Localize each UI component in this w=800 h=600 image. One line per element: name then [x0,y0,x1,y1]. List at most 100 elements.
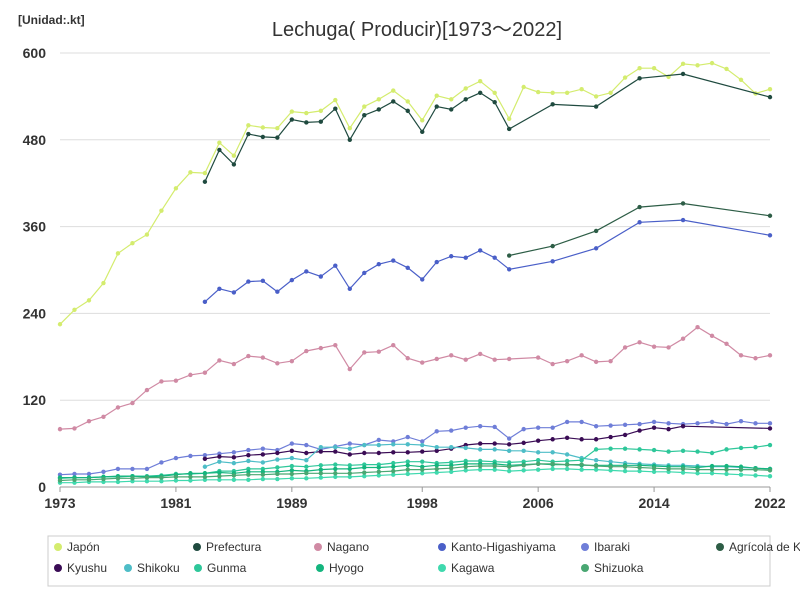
x-tick-label: 2022 [754,495,785,511]
data-point [217,477,222,482]
data-point [144,466,150,472]
legend-marker [124,564,132,572]
data-point [376,473,381,478]
data-point [260,446,266,451]
data-point [492,99,497,105]
data-point [637,468,642,474]
data-point [608,423,613,428]
data-point [362,465,367,470]
data-point [231,477,237,482]
data-point [347,463,352,468]
data-point [391,468,396,474]
data-point [318,345,324,351]
data-point [260,278,266,284]
data-point [376,450,381,456]
data-point [362,270,367,276]
data-point [550,102,555,107]
data-point [304,450,309,456]
data-point [724,463,729,469]
data-point [709,450,715,456]
data-point [579,86,584,92]
data-point [304,471,309,476]
data-point [724,467,729,472]
data-point [738,77,744,82]
data-point [535,458,541,463]
data-point [608,459,613,464]
series-line [60,463,771,479]
data-point [159,460,164,465]
data-point [637,220,642,225]
data-point [217,473,222,479]
y-axis: 0 120 240 360 480 600 [23,45,47,495]
legend-label: Ibaraki [594,540,630,554]
data-point [420,459,425,464]
data-point [246,477,251,482]
data-point [376,262,381,267]
legend-marker [716,543,724,551]
data-point [579,419,584,425]
data-point [608,468,613,473]
series-jap-n [57,60,773,327]
series-line [59,326,771,430]
data-point [362,473,367,479]
data-point [246,279,251,284]
data-point [86,418,92,424]
data-point [608,434,613,440]
data-point [72,477,77,482]
data-point [86,477,92,482]
series-shizuoka [57,461,773,483]
data-point [333,97,338,103]
data-point [362,450,367,456]
data-point [550,450,555,455]
data-point [260,134,266,140]
data-point [637,65,642,71]
data-point [304,348,309,354]
data-point [608,90,613,95]
data-point [130,400,135,406]
data-point [492,463,497,469]
x-axis: 1973 1981 1989 1998 2006 2014 2022 [44,487,786,511]
data-point [188,170,193,175]
data-point [695,471,700,476]
data-point [260,460,266,465]
x-tick-label: 1998 [407,495,438,511]
data-point [564,90,570,95]
data-point [593,359,599,365]
data-point [506,116,512,122]
legend-item: Ibaraki [581,540,630,554]
data-point [391,88,396,93]
x-tick-label: 1981 [160,495,191,511]
data-point [72,307,77,312]
data-point [550,90,555,95]
data-point [680,424,686,429]
data-point [695,324,700,330]
data-point [506,253,512,258]
series-agr-cola-de-kanto [506,201,773,258]
data-point [318,274,324,279]
data-point [405,467,410,472]
data-point [231,162,237,167]
data-point [391,472,396,477]
data-point [347,466,352,472]
data-point [709,471,715,476]
data-point [188,471,193,476]
data-point [478,447,483,452]
data-point [478,248,483,253]
data-point [492,357,497,362]
data-point [521,463,526,468]
data-point [637,204,642,210]
data-point [188,474,193,480]
data-point [405,459,410,464]
data-point [680,61,686,67]
data-point [231,361,237,367]
series-line [59,420,770,476]
data-point [637,340,642,345]
data-point [651,65,657,71]
data-point [564,452,570,457]
data-point [463,468,468,473]
data-point [767,213,773,218]
series-prefectura [202,71,773,184]
data-point [333,474,338,480]
data-point [246,447,251,453]
